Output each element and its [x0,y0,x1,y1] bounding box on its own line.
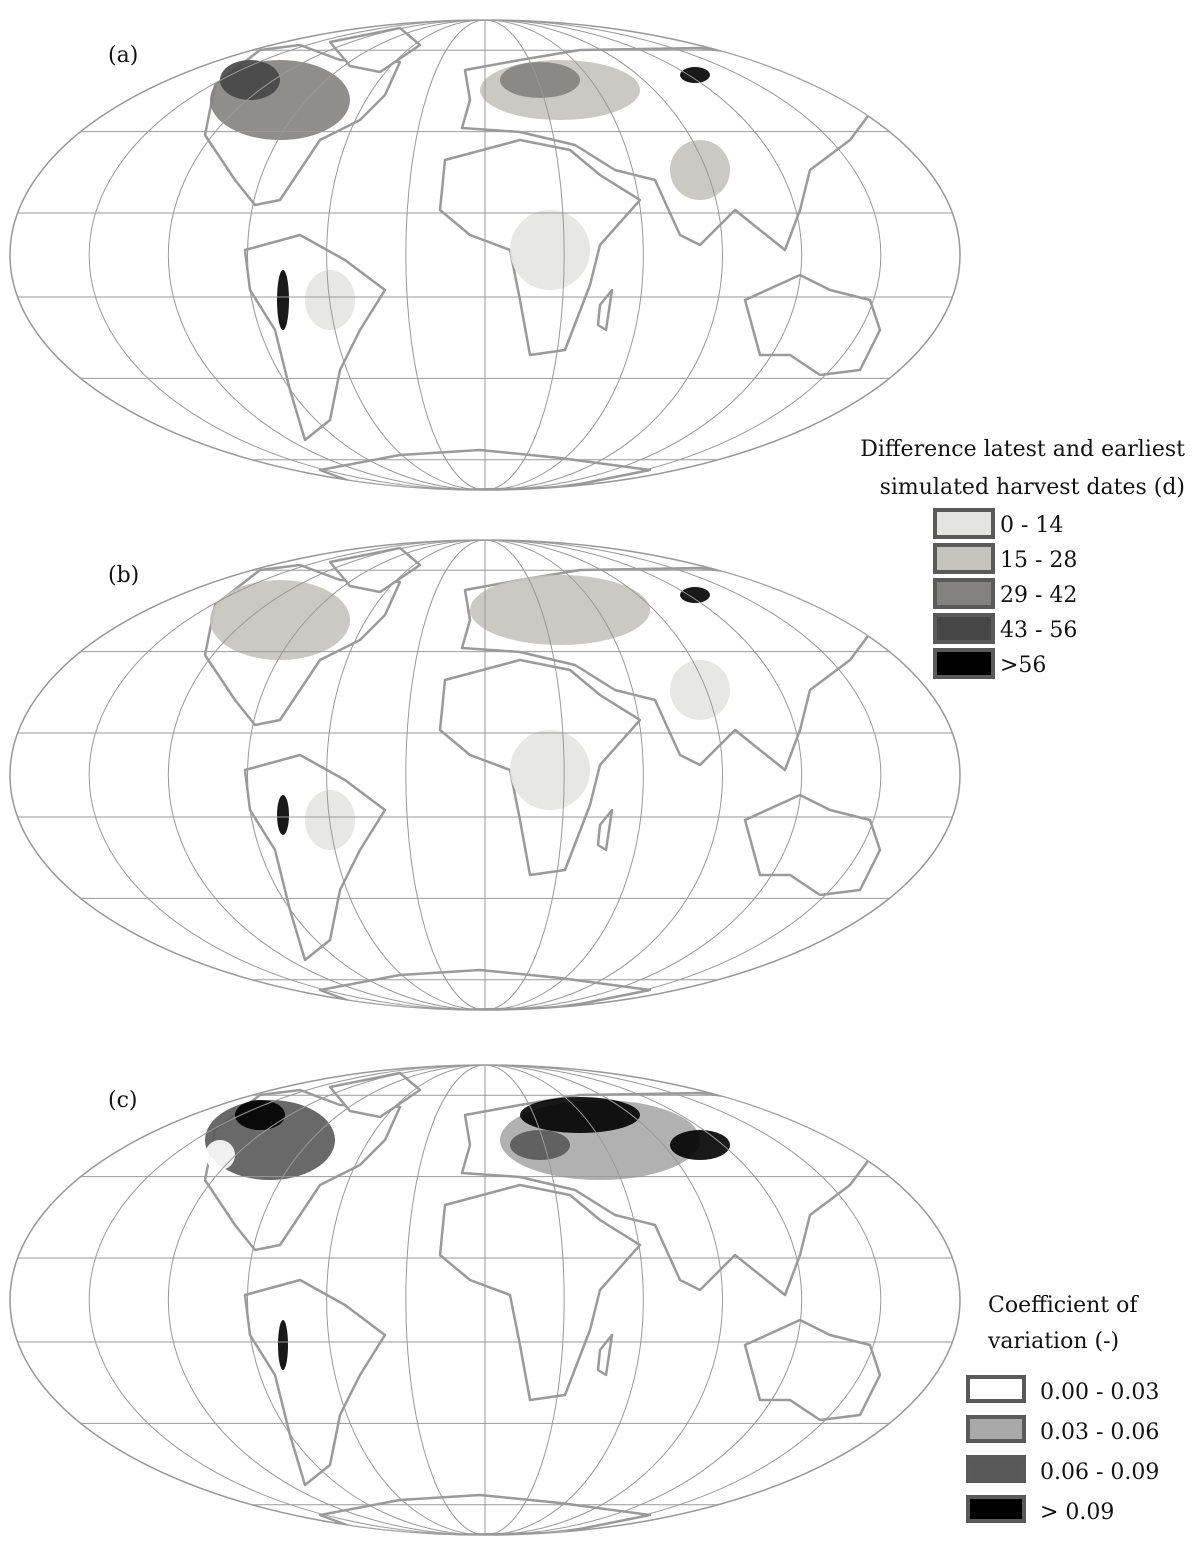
panel-label: (c) [108,1088,138,1113]
panel-label: (b) [108,563,139,588]
legend-title: Difference latest and earliest [860,437,1185,462]
legend-swatch [968,1457,1024,1481]
legend-title: Coefficient of [988,1293,1139,1318]
legend-swatch [935,615,993,642]
map-panel: (c) [0,1065,970,1535]
shaded-region [510,730,590,810]
legend-label: 0.03 - 0.06 [1040,1420,1159,1445]
legend-label: 43 - 56 [1000,618,1077,643]
legend-swatch [968,1497,1024,1521]
shaded-region [670,1130,730,1160]
panel-label: (a) [108,43,138,68]
legend-swatch [935,650,993,677]
shaded-region [205,1140,235,1170]
legend-label: > 0.09 [1040,1500,1114,1525]
legend-label: 15 - 28 [1000,548,1077,573]
legend-label: 0.00 - 0.03 [1040,1380,1159,1405]
legend-label: 0.06 - 0.09 [1040,1460,1159,1485]
shaded-region [470,575,650,645]
map-panel: (a) [0,20,970,490]
shaded-region [500,62,580,98]
shaded-region [278,1320,288,1370]
shaded-region [670,140,730,200]
shaded-region [680,67,710,83]
shaded-region [210,580,350,660]
legend-label: >56 [1000,653,1046,678]
shaded-region [520,1097,640,1133]
shaded-region [235,1100,285,1130]
map-panel: (b) [0,540,970,1010]
legend-swatch [968,1417,1024,1441]
legend-swatch [935,545,993,572]
legend-swatch [935,580,993,607]
legend-swatch [935,510,993,537]
shaded-region [680,587,710,603]
shaded-region [277,270,289,330]
legend-label: 0 - 14 [1000,513,1063,538]
shaded-region [510,210,590,290]
shaded-region [670,660,730,720]
shaded-region [510,1130,570,1160]
legend-title: simulated harvest dates (d) [880,475,1185,500]
legend-label: 29 - 42 [1000,583,1077,608]
legend-swatch [968,1377,1024,1401]
shaded-region [277,795,289,835]
legend-title: variation (-) [987,1329,1119,1354]
figure: (a) (b) (c) Difference latest and earliest s… [0,0,1199,1550]
